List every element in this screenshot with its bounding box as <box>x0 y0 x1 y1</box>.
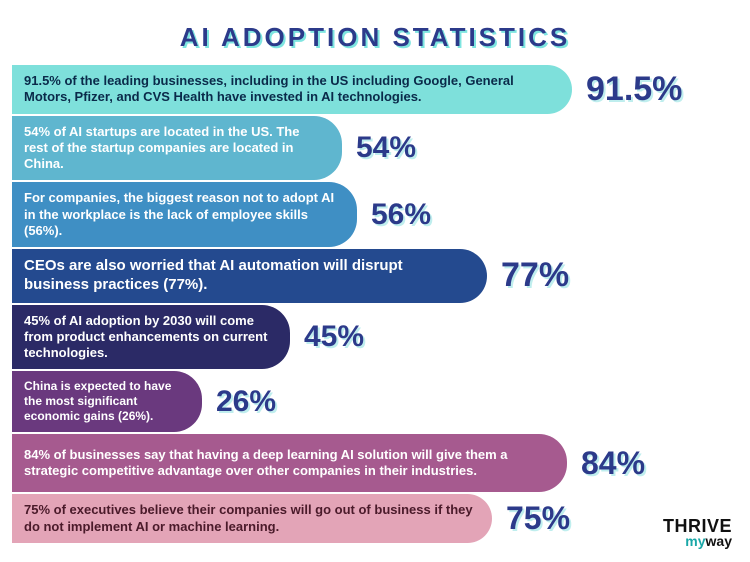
stat-bar: 84% of businesses say that having a deep… <box>12 434 567 492</box>
bar-rows: 91.5% of the leading businesses, includi… <box>0 65 750 543</box>
stat-row: China is expected to have the most signi… <box>12 371 750 432</box>
stat-row: For companies, the biggest reason not to… <box>12 182 750 247</box>
stat-bar: 91.5% of the leading businesses, includi… <box>12 65 572 114</box>
stat-percentage: 77% <box>501 256 569 295</box>
page-title: AI ADOPTION STATISTICS <box>0 0 750 65</box>
stat-percentage: 26% <box>216 385 276 419</box>
stat-percentage: 56% <box>371 198 431 232</box>
stat-percentage: 75% <box>506 500 570 537</box>
stat-row: 54% of AI startups are located in the US… <box>12 116 750 181</box>
logo-line2: myway <box>663 535 732 548</box>
stat-bar: China is expected to have the most signi… <box>12 371 202 432</box>
logo-way: way <box>706 533 732 549</box>
stat-row: CEOs are also worried that AI automation… <box>12 249 750 303</box>
stat-percentage: 45% <box>304 320 364 354</box>
logo-my: my <box>685 533 705 549</box>
stat-percentage: 84% <box>581 445 645 482</box>
stat-bar: 45% of AI adoption by 2030 will come fro… <box>12 305 290 370</box>
stat-row: 75% of executives believe their companie… <box>12 494 750 543</box>
stat-bar: For companies, the biggest reason not to… <box>12 182 357 247</box>
stat-bar: 75% of executives believe their companie… <box>12 494 492 543</box>
stat-bar: 54% of AI startups are located in the US… <box>12 116 342 181</box>
stat-percentage: 54% <box>356 131 416 165</box>
stat-row: 91.5% of the leading businesses, includi… <box>12 65 750 114</box>
brand-logo: THRIVE myway <box>663 518 732 548</box>
stat-percentage: 91.5% <box>586 70 682 109</box>
stat-row: 45% of AI adoption by 2030 will come fro… <box>12 305 750 370</box>
stat-bar: CEOs are also worried that AI automation… <box>12 249 487 303</box>
stat-row: 84% of businesses say that having a deep… <box>12 434 750 492</box>
